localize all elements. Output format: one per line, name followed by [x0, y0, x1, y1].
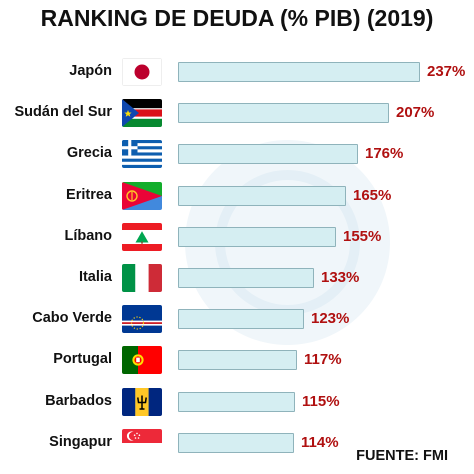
- bar: [178, 391, 295, 412]
- singapore-flag-icon: [122, 428, 162, 457]
- bar: [178, 309, 304, 330]
- bar: [178, 62, 420, 82]
- value-label: 133%: [321, 269, 360, 286]
- chart-title: RANKING DE DEUDA (% PIB) (2019): [40, 5, 434, 31]
- bar: [178, 432, 294, 453]
- category-label: Líbano: [64, 227, 112, 244]
- bar: [178, 144, 358, 165]
- value-label: 117%: [304, 351, 342, 369]
- value-label: 123%: [311, 310, 350, 328]
- greece-flag-icon: [122, 140, 162, 169]
- value-label: 155%: [343, 227, 382, 245]
- south-sudan-flag-icon: [122, 99, 162, 128]
- value-label: 176%: [365, 145, 404, 163]
- category-label: Grecia: [66, 145, 112, 162]
- bar: [178, 268, 314, 288]
- category-label: Cabo Verde: [32, 310, 112, 327]
- cape-verde-flag-icon: [122, 305, 162, 334]
- source-label: FUENTE: FMI: [356, 448, 448, 464]
- category-label: Italia: [78, 269, 112, 285]
- bar: [178, 350, 297, 371]
- value-label: 207%: [396, 104, 435, 122]
- category-label: Eritrea: [66, 186, 112, 203]
- bar: [178, 185, 346, 206]
- value-label: 115%: [302, 392, 340, 410]
- value-label: 237%: [427, 63, 466, 80]
- category-label: Sudán del Sur: [14, 104, 113, 121]
- category-label: Singapur: [49, 433, 112, 450]
- category-label: Barbados: [45, 392, 112, 409]
- eritrea-flag-icon: [122, 181, 162, 210]
- portugal-flag-icon: [122, 346, 162, 375]
- category-label: Portugal: [53, 351, 112, 368]
- value-label: 165%: [353, 186, 392, 204]
- value-label: 114%: [301, 433, 339, 451]
- lebanon-flag-icon: [122, 222, 162, 251]
- bar: [178, 226, 336, 247]
- italy-flag-icon: [122, 264, 162, 292]
- category-label: Japón: [69, 63, 112, 79]
- japan-flag-icon: [122, 58, 162, 86]
- bar: [178, 103, 389, 124]
- barbados-flag-icon: [122, 387, 162, 416]
